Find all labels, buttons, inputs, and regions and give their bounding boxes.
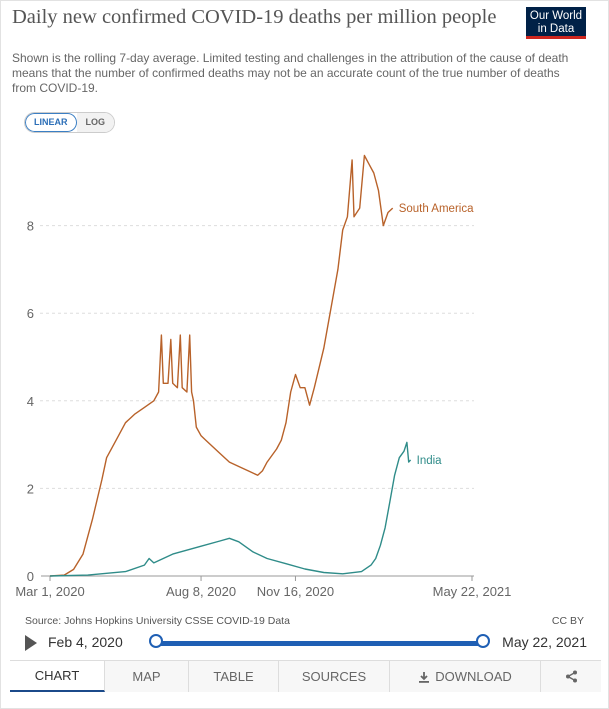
- legend-labels: South America India: [399, 203, 474, 467]
- series-lines: [49, 154, 412, 577]
- play-icon[interactable]: [25, 635, 37, 651]
- legend-label: South America: [399, 203, 474, 215]
- timeline-end-date: May 22, 2021: [502, 634, 587, 650]
- timeline-start-handle[interactable]: [149, 634, 163, 648]
- source-note[interactable]: Source: Johns Hopkins University CSSE CO…: [25, 615, 290, 627]
- x-tick-label: Nov 16, 2020: [257, 584, 334, 599]
- grid-lines: [40, 225, 474, 489]
- series-line-india: [49, 441, 412, 577]
- y-axis-labels: 0 2 4 6 8: [27, 219, 34, 584]
- tab-download[interactable]: DOWNLOAD: [390, 661, 541, 692]
- chart-subtitle: Shown is the rolling 7-day average. Limi…: [12, 51, 569, 95]
- y-tick-label: 6: [27, 306, 34, 321]
- y-tick-label: 0: [27, 569, 34, 584]
- tab-label: DOWNLOAD: [435, 669, 512, 684]
- tab-chart[interactable]: CHART: [10, 661, 105, 692]
- line-chart: 0 2 4 6 8 Mar 1, 2020 Aug 8, 2020 Nov 16, 2020…: [15, 154, 512, 599]
- linear-scale-button[interactable]: LINEAR: [25, 113, 77, 132]
- tab-share[interactable]: [541, 661, 602, 692]
- x-tick-label: May 22, 2021: [433, 584, 512, 599]
- y-tick-label: 2: [27, 481, 34, 496]
- x-tick-label: Aug 8, 2020: [166, 584, 236, 599]
- series-line-south-america: [49, 154, 394, 577]
- license-link[interactable]: CC BY: [551, 615, 584, 627]
- tab-label: TABLE: [213, 669, 254, 684]
- owid-logo[interactable]: Our World in Data: [526, 7, 586, 39]
- logo-line-1: Our World: [529, 10, 583, 22]
- timeline-track[interactable]: [155, 641, 483, 646]
- tab-table[interactable]: TABLE: [189, 661, 279, 692]
- x-axis: Mar 1, 2020 Aug 8, 2020 Nov 16, 2020 May 22…: [15, 575, 512, 599]
- timeline: Feb 4, 2020 May 22, 2021: [25, 631, 590, 655]
- tab-sources[interactable]: SOURCES: [279, 661, 390, 692]
- scale-toggle: LINEAR LOG: [24, 112, 115, 133]
- tab-label: MAP: [132, 669, 161, 684]
- timeline-start-date: Feb 4, 2020: [48, 634, 123, 650]
- y-tick-label: 8: [27, 219, 34, 234]
- legend-label: India: [417, 455, 443, 467]
- tab-label: SOURCES: [301, 669, 367, 684]
- chart-title: Daily new confirmed COVID-19 deaths per …: [12, 6, 497, 28]
- download-icon: [419, 671, 430, 683]
- log-scale-button[interactable]: LOG: [76, 113, 114, 132]
- logo-line-2: in Data: [537, 23, 575, 35]
- x-tick-label: Mar 1, 2020: [15, 584, 84, 599]
- tab-bar: CHART MAP TABLE SOURCES DOWNLOAD: [10, 660, 601, 692]
- tab-map[interactable]: MAP: [105, 661, 189, 692]
- share-icon: [566, 670, 577, 683]
- y-tick-label: 4: [27, 394, 34, 409]
- timeline-end-handle[interactable]: [476, 634, 490, 648]
- tab-label: CHART: [34, 668, 80, 683]
